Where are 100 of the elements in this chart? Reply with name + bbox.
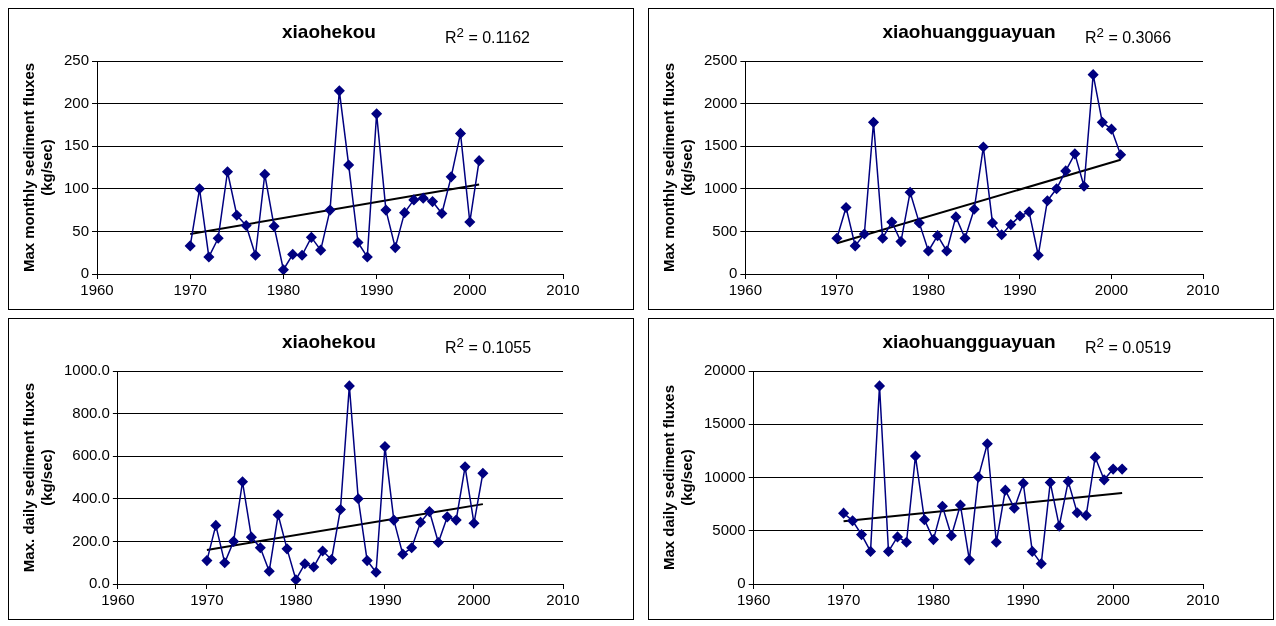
point [1044, 477, 1056, 488]
point [194, 183, 205, 195]
x-tick-label: 1980 [266, 281, 301, 299]
point [973, 471, 984, 483]
point [883, 546, 894, 557]
point [955, 499, 966, 511]
point [255, 542, 266, 554]
point [436, 208, 448, 219]
point [290, 574, 302, 584]
point [459, 461, 471, 473]
x-tick-label: 1990 [1006, 591, 1040, 609]
y-tick-label: 600.0 [72, 446, 110, 464]
point [259, 169, 271, 180]
point [1106, 123, 1117, 135]
point [1062, 476, 1074, 487]
point [324, 204, 336, 216]
point [408, 194, 420, 206]
point [308, 561, 319, 573]
point [1053, 520, 1065, 532]
y-tick-label: 2500 [703, 51, 738, 69]
point [838, 507, 849, 519]
point [910, 450, 921, 462]
point [427, 196, 438, 207]
point [250, 250, 261, 261]
point [334, 85, 345, 97]
point [397, 548, 409, 560]
point [1087, 69, 1099, 80]
point [445, 171, 457, 183]
point [859, 228, 870, 240]
x-tick-label: 2000 [1096, 591, 1130, 609]
point [464, 216, 476, 228]
point [856, 529, 867, 540]
y-tick-label: 15000 [703, 414, 746, 432]
point [991, 537, 1002, 548]
point [212, 232, 224, 244]
point [228, 536, 239, 547]
x-tick-label: 1960 [101, 591, 135, 609]
x-tick-label: 2000 [1094, 281, 1129, 299]
x-tick-label: 2010 [1186, 591, 1220, 609]
y-tick-label: 2000 [703, 93, 738, 111]
point [442, 511, 453, 523]
point [352, 493, 364, 505]
point [1005, 219, 1017, 230]
point [987, 217, 998, 229]
point [1023, 206, 1035, 218]
point [361, 555, 373, 566]
x-tick-label: 1960 [80, 281, 114, 299]
point [1018, 478, 1029, 489]
y-tick-label: 0 [737, 574, 746, 592]
point [840, 202, 852, 213]
point [344, 380, 355, 392]
point [1069, 148, 1081, 160]
y-tick-label: 1000 [703, 178, 738, 196]
x-tick-label: 1960 [728, 281, 763, 299]
point [1014, 210, 1026, 222]
point [1071, 507, 1083, 518]
chart-title: xiaohuangguayuan [882, 331, 1056, 352]
point [978, 141, 989, 153]
point [941, 245, 952, 257]
chart-title: xiaohekou [282, 21, 376, 42]
point [240, 220, 252, 231]
y-tick-label: 1000.0 [63, 361, 110, 379]
point [1051, 183, 1062, 195]
point [210, 520, 222, 531]
x-tick-label: 1990 [359, 281, 394, 299]
x-tick-label: 2010 [546, 281, 580, 299]
point [306, 232, 317, 243]
y-axis-title: Max daily sediment fluxes (kg/sec) [660, 384, 696, 571]
point [326, 554, 337, 565]
point [892, 531, 903, 543]
x-tick-label: 1990 [368, 591, 402, 609]
point [433, 537, 444, 548]
y-tick-label: 200.0 [72, 531, 110, 549]
x-tick-label: 1970 [820, 281, 854, 299]
point [849, 240, 861, 252]
point [1116, 463, 1128, 475]
x-tick-label: 2000 [453, 281, 487, 299]
y-tick-label: 250 [64, 51, 90, 69]
x-tick-label: 2010 [546, 591, 580, 609]
point [831, 232, 843, 244]
point [868, 117, 879, 128]
y-axis-title: Max monthly sediment fluxes (kg/sec) [20, 62, 56, 273]
text: R$^{2}$ = 0.0519 [1085, 335, 1172, 358]
point [296, 250, 308, 261]
x-tick-label: 1990 [1003, 281, 1037, 299]
point [950, 211, 962, 223]
point [272, 509, 284, 521]
point [299, 558, 311, 570]
chart-title: xiaohekou [282, 331, 376, 352]
point [877, 232, 888, 244]
point [959, 232, 971, 244]
x-tick-label: 1970 [173, 281, 207, 299]
point [1027, 546, 1038, 557]
point [874, 380, 885, 392]
point [1107, 463, 1119, 475]
point [380, 204, 392, 216]
point [847, 515, 858, 526]
point [1033, 250, 1044, 261]
point [388, 514, 400, 526]
point [886, 216, 898, 228]
